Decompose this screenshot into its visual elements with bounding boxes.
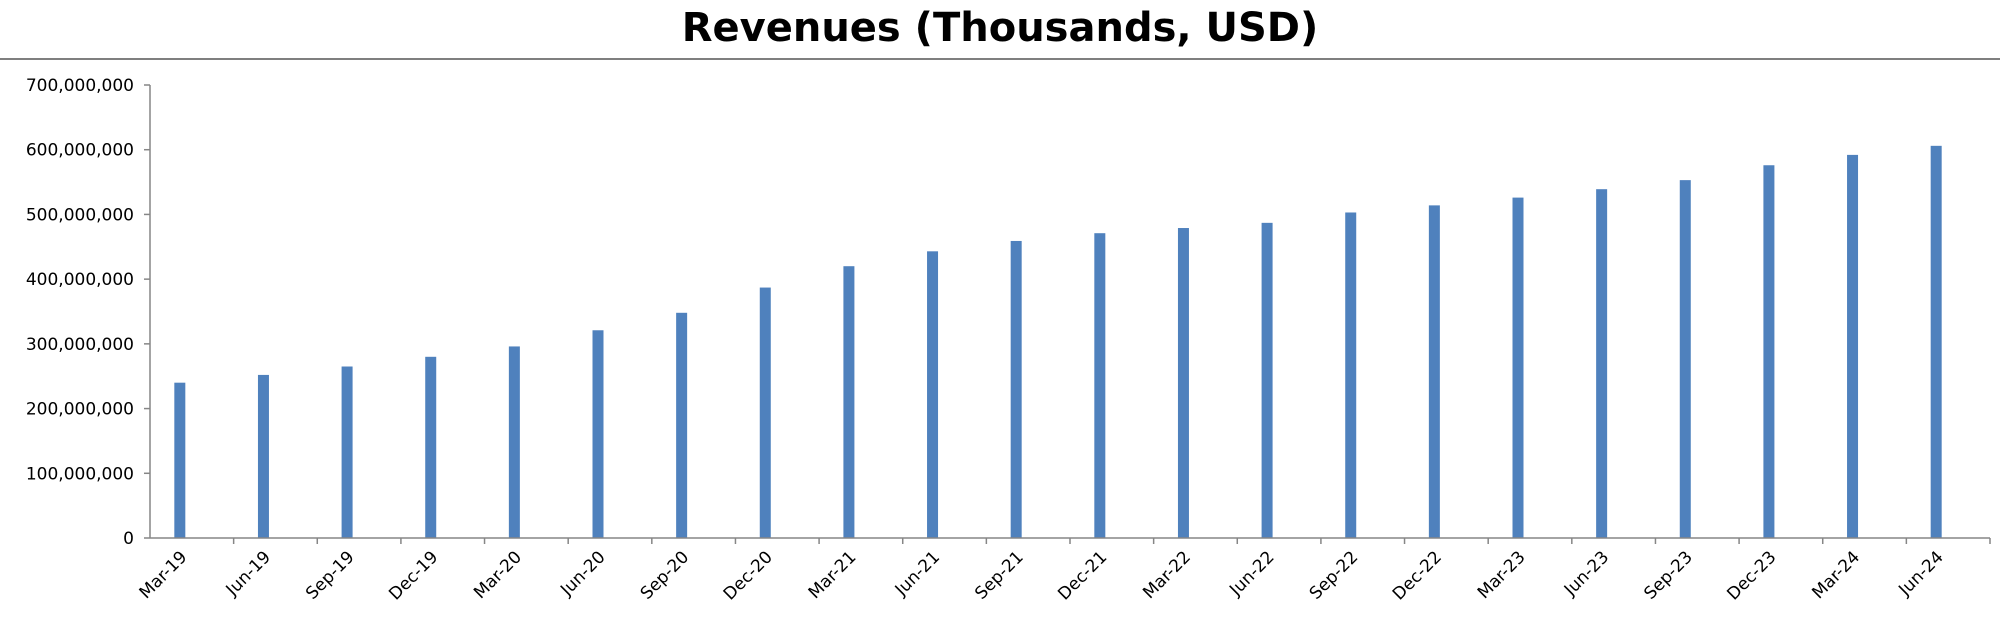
x-tick-label: Mar-23 bbox=[1474, 547, 1530, 603]
bar-dec-20 bbox=[759, 287, 771, 538]
y-tick-label: 100,000,000 bbox=[26, 464, 134, 484]
bar-sep-19 bbox=[341, 366, 353, 538]
x-tick-label: Dec-20 bbox=[720, 547, 777, 604]
x-tick-label: Dec-21 bbox=[1054, 547, 1111, 604]
x-axis-ticks: Mar-19 Jun-19 Sep-19 Dec-19 Mar-20 Jun-20 Sep-… bbox=[136, 538, 1991, 604]
chart-title: Revenues (Thousands, USD) bbox=[681, 5, 1319, 51]
bar-mar-22 bbox=[1177, 228, 1189, 539]
x-tick-label: Sep-22 bbox=[1306, 547, 1362, 603]
y-tick-label: 600,000,000 bbox=[26, 141, 134, 161]
x-tick-label: Mar-22 bbox=[1139, 547, 1195, 603]
x-tick-label: Mar-20 bbox=[470, 547, 526, 603]
x-tick-label: Jun-19 bbox=[222, 547, 275, 600]
x-tick-label: Mar-19 bbox=[136, 547, 192, 603]
bar-dec-22 bbox=[1428, 205, 1440, 538]
bar-jun-20 bbox=[592, 330, 604, 538]
title-divider bbox=[0, 58, 2000, 60]
bars bbox=[174, 145, 1942, 539]
x-tick-label: Jun-20 bbox=[556, 547, 609, 600]
x-tick-label: Dec-19 bbox=[385, 547, 442, 604]
y-tick-label: 400,000,000 bbox=[26, 270, 134, 290]
x-tick-label: Mar-21 bbox=[805, 547, 861, 603]
x-tick-label: Sep-20 bbox=[637, 547, 693, 603]
x-tick-label: Sep-21 bbox=[971, 547, 1027, 603]
x-tick-label: Jun-21 bbox=[891, 547, 944, 600]
y-tick-label: 300,000,000 bbox=[26, 335, 134, 355]
x-tick-label: Jun-22 bbox=[1225, 547, 1278, 600]
x-tick-label: Jun-23 bbox=[1560, 547, 1613, 600]
y-tick-label: 700,000,000 bbox=[26, 76, 134, 96]
bar-jun-24 bbox=[1930, 145, 1942, 538]
y-tick-label: 500,000,000 bbox=[26, 205, 134, 225]
bar-mar-20 bbox=[508, 346, 520, 538]
bar-dec-23 bbox=[1763, 165, 1775, 538]
x-tick-label: Jun-24 bbox=[1894, 547, 1947, 600]
x-tick-label: Sep-19 bbox=[302, 547, 358, 603]
bar-mar-21 bbox=[843, 266, 855, 538]
y-tick-label: 0 bbox=[123, 529, 134, 549]
bar-jun-22 bbox=[1261, 222, 1273, 538]
bar-mar-19 bbox=[174, 382, 186, 538]
x-tick-label: Dec-23 bbox=[1723, 547, 1780, 604]
bar-jun-23 bbox=[1596, 189, 1608, 538]
bar-dec-19 bbox=[425, 356, 437, 538]
bar-jun-21 bbox=[927, 251, 939, 538]
y-axis-ticks: 0 100,000,000 200,000,000 300,000,000 400,00… bbox=[26, 76, 150, 549]
x-tick-label: Dec-22 bbox=[1389, 547, 1446, 604]
bar-mar-24 bbox=[1847, 154, 1859, 539]
bar-sep-23 bbox=[1679, 180, 1691, 538]
bar-sep-21 bbox=[1010, 240, 1022, 538]
bar-dec-21 bbox=[1094, 233, 1106, 538]
x-tick-label: Sep-23 bbox=[1640, 547, 1696, 603]
y-tick-label: 200,000,000 bbox=[26, 400, 134, 420]
bar-mar-23 bbox=[1512, 197, 1524, 539]
bar-jun-19 bbox=[257, 374, 269, 538]
x-tick-label: Mar-24 bbox=[1808, 547, 1864, 603]
bar-sep-20 bbox=[676, 312, 688, 538]
bar-sep-22 bbox=[1345, 212, 1357, 539]
